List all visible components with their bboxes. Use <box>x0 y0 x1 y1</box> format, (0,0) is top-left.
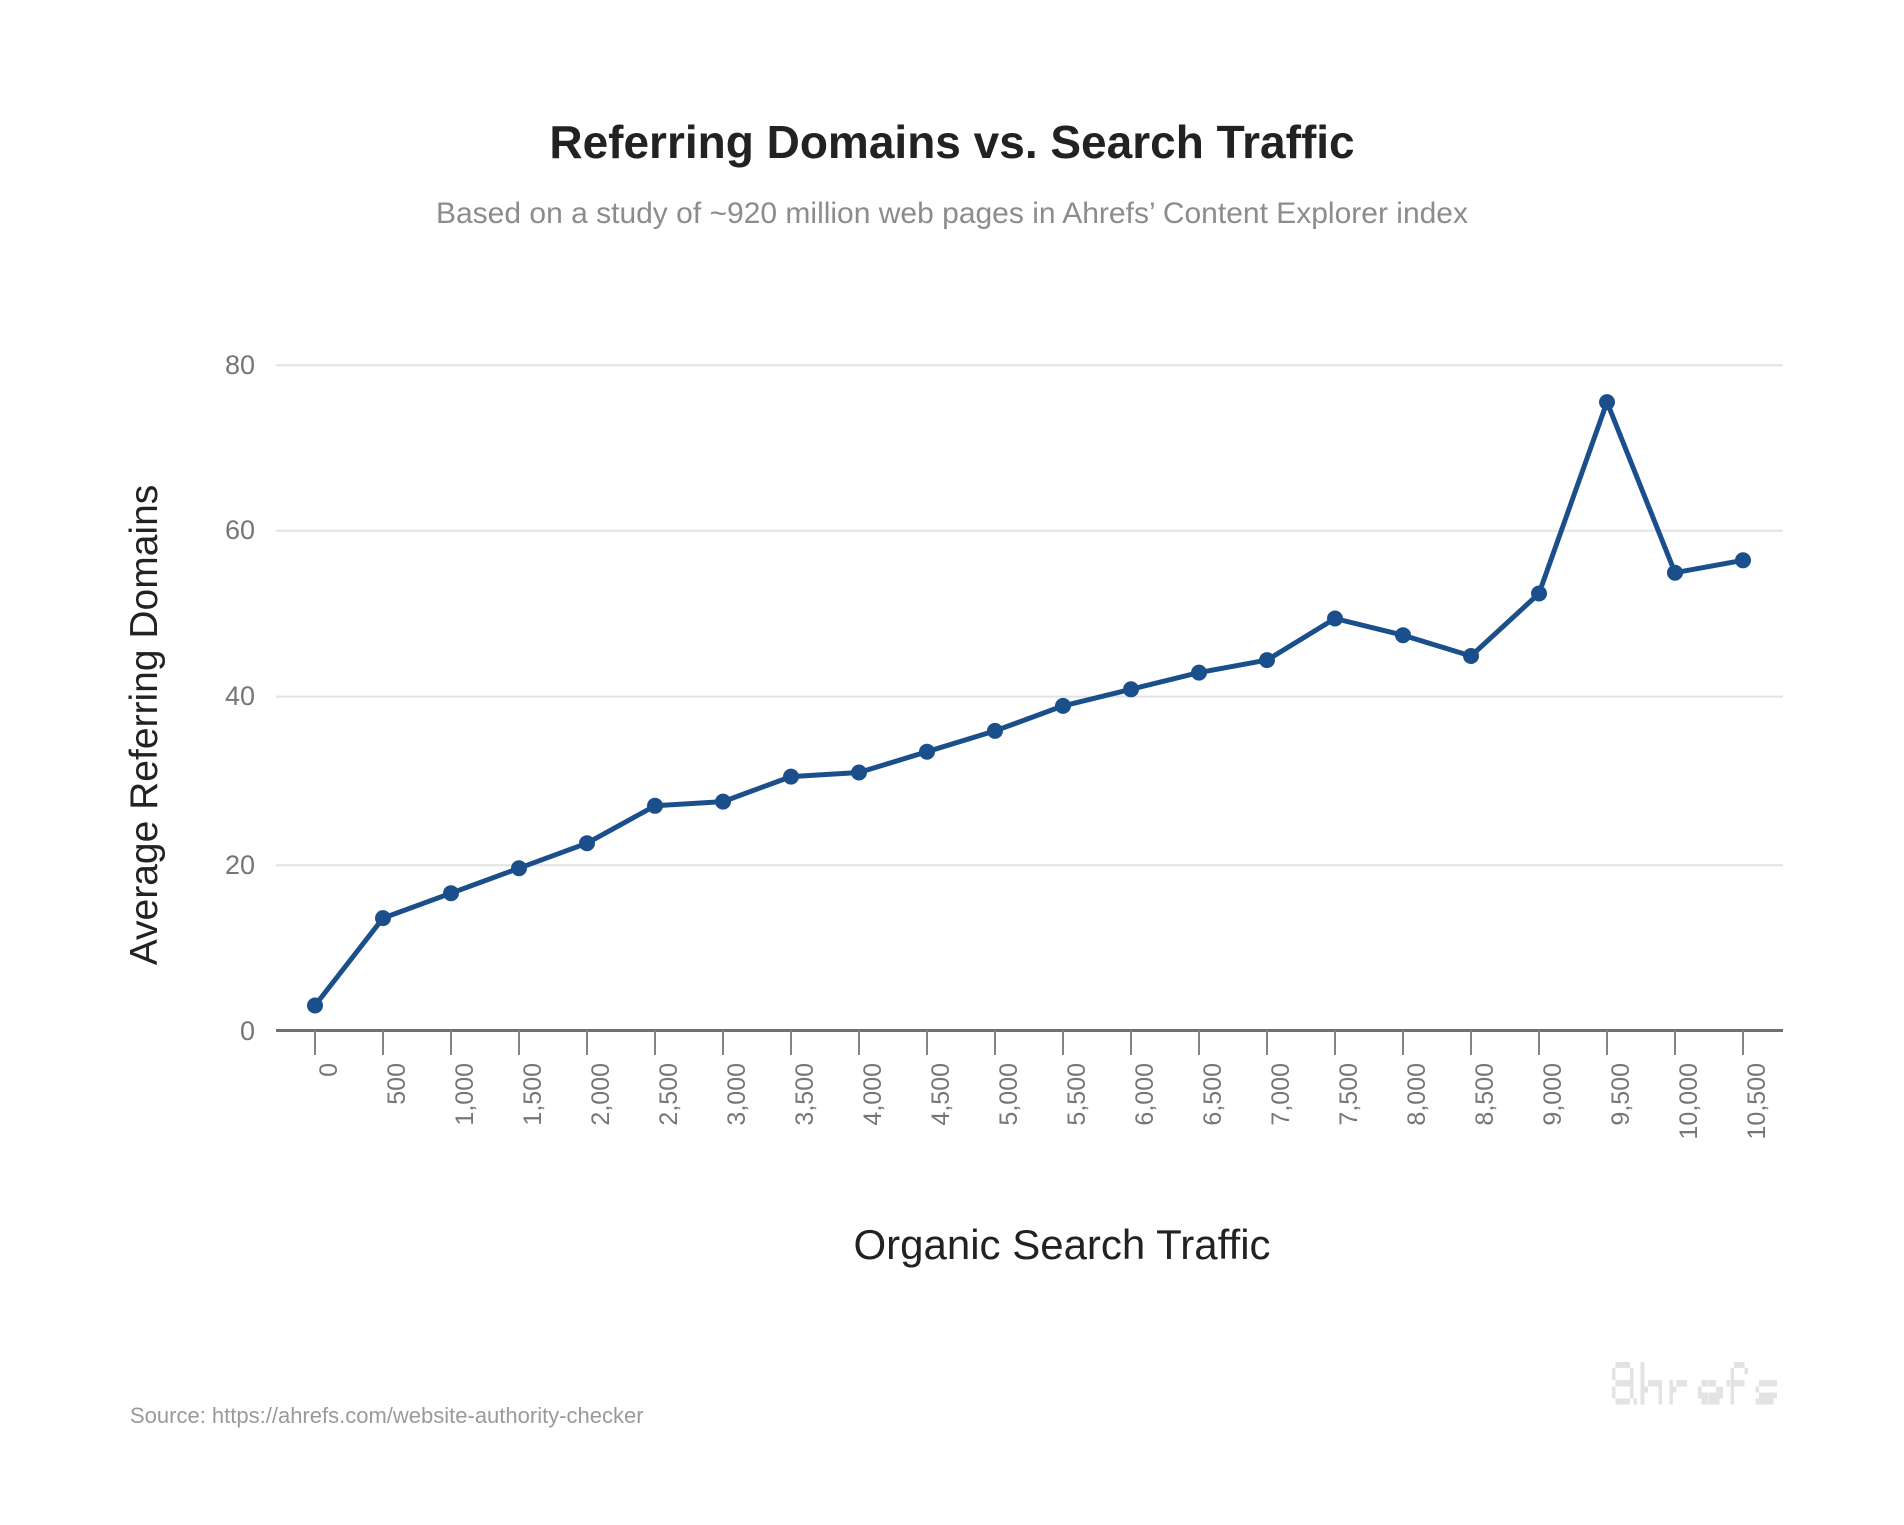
svg-text:20: 20 <box>225 850 255 880</box>
svg-text:80: 80 <box>225 350 255 380</box>
svg-text:0: 0 <box>240 1016 255 1046</box>
svg-text:40: 40 <box>225 681 255 711</box>
svg-text:60: 60 <box>225 515 255 545</box>
